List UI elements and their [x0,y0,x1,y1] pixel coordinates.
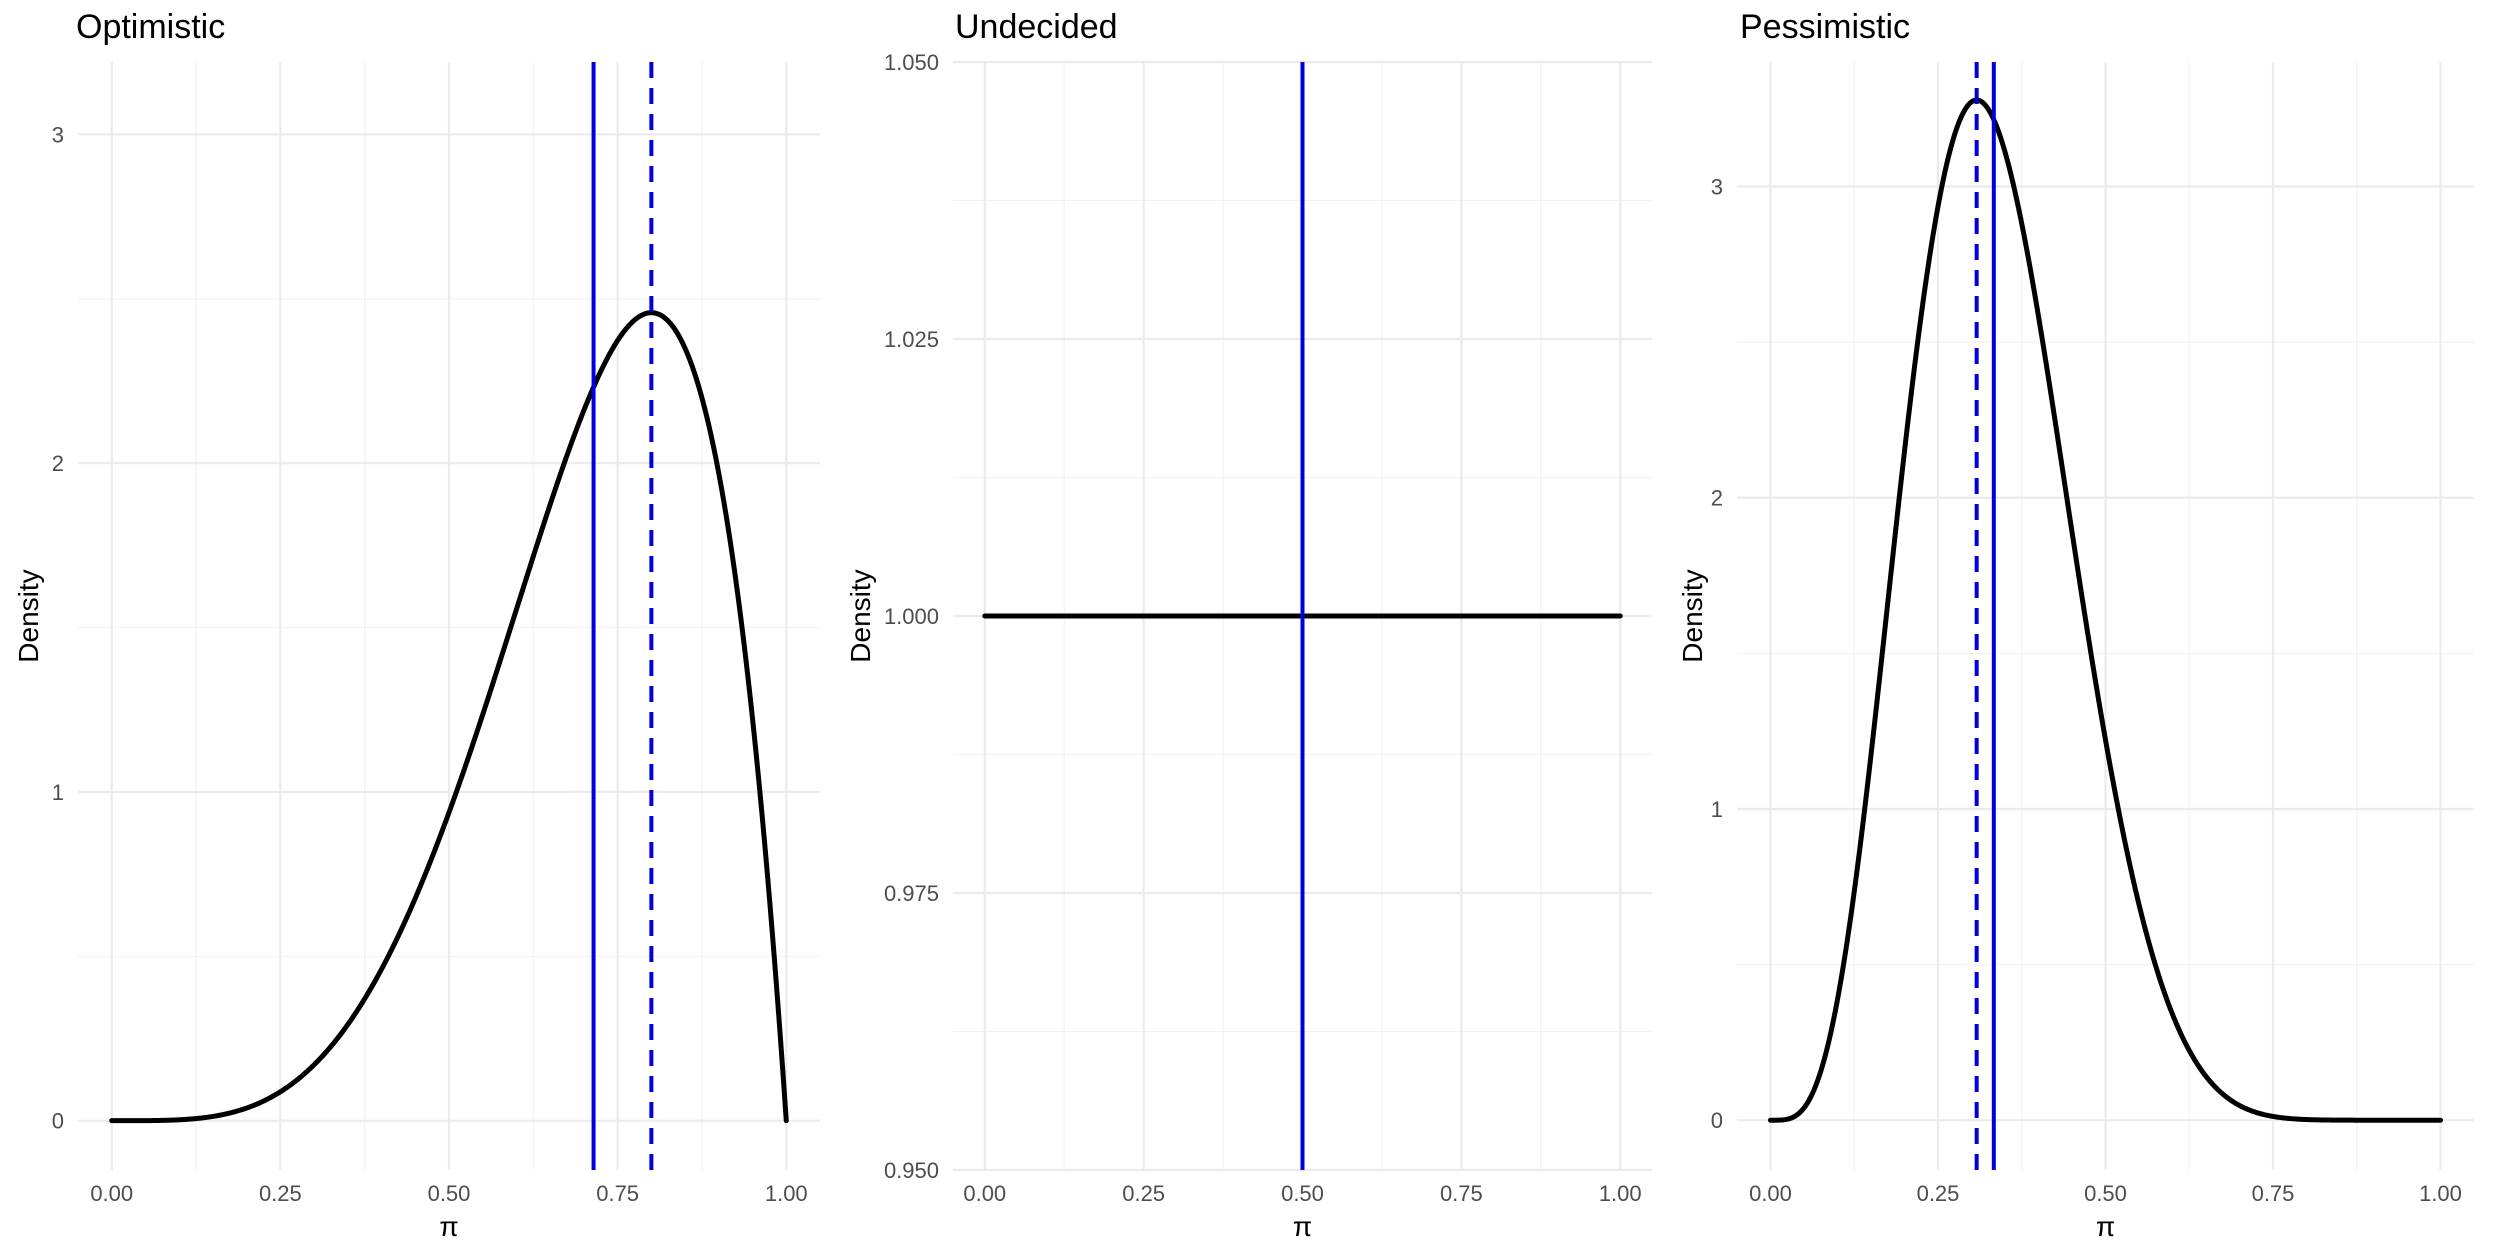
x-tick-label: 0.25 [259,1181,302,1206]
x-tick-label: 0.75 [596,1181,639,1206]
x-tick-label: 0.25 [1122,1181,1165,1206]
y-axis-title: Density [845,569,876,662]
x-tick-label: 0.00 [1749,1181,1792,1206]
y-axis-title: Density [1677,569,1708,662]
y-tick-label: 0.950 [884,1158,939,1183]
x-tick-label: 0.50 [1281,1181,1324,1206]
x-tick-label: 0.75 [1440,1181,1483,1206]
x-axis-title: π [439,1211,458,1242]
y-tick-label: 0 [1711,1108,1723,1133]
x-tick-label: 1.00 [765,1181,808,1206]
x-tick-label: 0.00 [963,1181,1006,1206]
panel-title: Optimistic [76,8,225,46]
y-tick-label: 0 [52,1109,64,1134]
density-curve [1768,97,2443,1123]
y-tick-label: 3 [1711,174,1723,199]
y-tick-label: 1.025 [884,327,939,352]
y-tick-label: 1.000 [884,604,939,629]
gridlines [1737,62,2474,1170]
x-tick-label: 0.50 [428,1181,471,1206]
y-tick-label: 1.050 [884,50,939,75]
y-tick-label: 0.975 [884,881,939,906]
y-axis-title: Density [13,569,44,662]
x-tick-label: 0.25 [1917,1181,1960,1206]
panel-title: Undecided [955,8,1118,46]
x-axis-title: π [2096,1211,2115,1242]
x-tick-label: 1.00 [2419,1181,2462,1206]
x-tick-label: 1.00 [1599,1181,1642,1206]
x-tick-label: 0.50 [2084,1181,2127,1206]
density-curve [109,310,789,1124]
panel-pessimistic: 0.00 0.25 0.50 0.75 1.00 0 1 2 3 π Density Pessimis… [1677,8,2474,1242]
y-tick-label: 2 [1711,486,1723,511]
y-tick-label: 3 [52,122,64,147]
panel-optimistic: 0.00 0.25 0.50 0.75 1.00 0 1 2 3 π Density Optimist… [13,8,820,1242]
x-tick-label: 0.00 [90,1181,133,1206]
y-tick-label: 2 [52,451,64,476]
x-tick-label: 0.75 [2252,1181,2295,1206]
gridlines [78,62,820,1170]
panel-undecided: 0.00 0.25 0.50 0.75 1.00 0.950 0.975 1.000 1.025… [845,8,1652,1242]
x-axis-title: π [1293,1211,1312,1242]
y-tick-label: 1 [52,780,64,805]
y-tick-label: 1 [1711,797,1723,822]
panel-title: Pessimistic [1740,8,1910,46]
